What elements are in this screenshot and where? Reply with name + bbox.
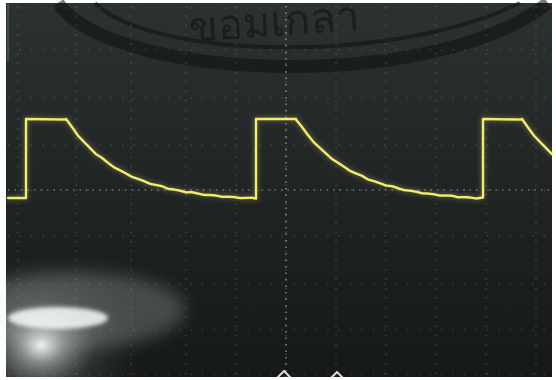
watermark-seal: ขอมเกลา (52, 0, 552, 73)
bottom-markers (274, 369, 346, 380)
waveform-trace (5, 116, 555, 202)
glare-haze (0, 272, 185, 348)
